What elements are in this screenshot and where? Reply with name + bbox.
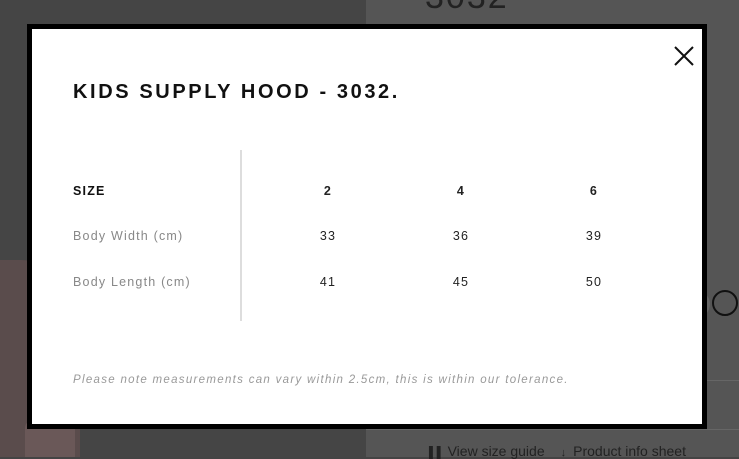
product-code-heading: 3032 xyxy=(425,0,509,17)
download-arrow-icon: ↓ xyxy=(560,447,567,459)
divider xyxy=(366,429,739,430)
modal-title: KIDS SUPPLY HOOD - 3032. xyxy=(73,81,400,103)
table-cell: 39 xyxy=(585,229,603,243)
color-swatch-selected[interactable] xyxy=(712,290,738,316)
product-actions: ▐▐ View size guide ↓ Product info sheet xyxy=(425,443,686,459)
size-column-header: 4 xyxy=(456,184,466,198)
table-cell: 36 xyxy=(452,229,470,243)
ruler-icon: ▐▐ xyxy=(425,447,441,459)
row-label-body-width: Body Width (cm) xyxy=(73,229,184,243)
tolerance-note: Please note measurements can vary within… xyxy=(73,374,569,386)
table-cell: 41 xyxy=(319,275,337,289)
product-info-sheet-link[interactable]: ↓ Product info sheet xyxy=(560,443,686,459)
size-column-header: 6 xyxy=(589,184,599,198)
close-button[interactable] xyxy=(669,41,699,71)
table-cell: 33 xyxy=(319,229,337,243)
table-cell: 45 xyxy=(452,275,470,289)
table-cell: 50 xyxy=(585,275,603,289)
close-icon xyxy=(674,46,694,66)
row-label-body-length: Body Length (cm) xyxy=(73,275,191,289)
size-column-header: 2 xyxy=(323,184,333,198)
size-guide-modal: KIDS SUPPLY HOOD - 3032. SIZE 2 4 6 Body… xyxy=(27,24,707,429)
size-header: SIZE xyxy=(73,184,106,198)
table-divider xyxy=(240,150,242,321)
view-size-guide-link[interactable]: ▐▐ View size guide xyxy=(425,443,545,459)
